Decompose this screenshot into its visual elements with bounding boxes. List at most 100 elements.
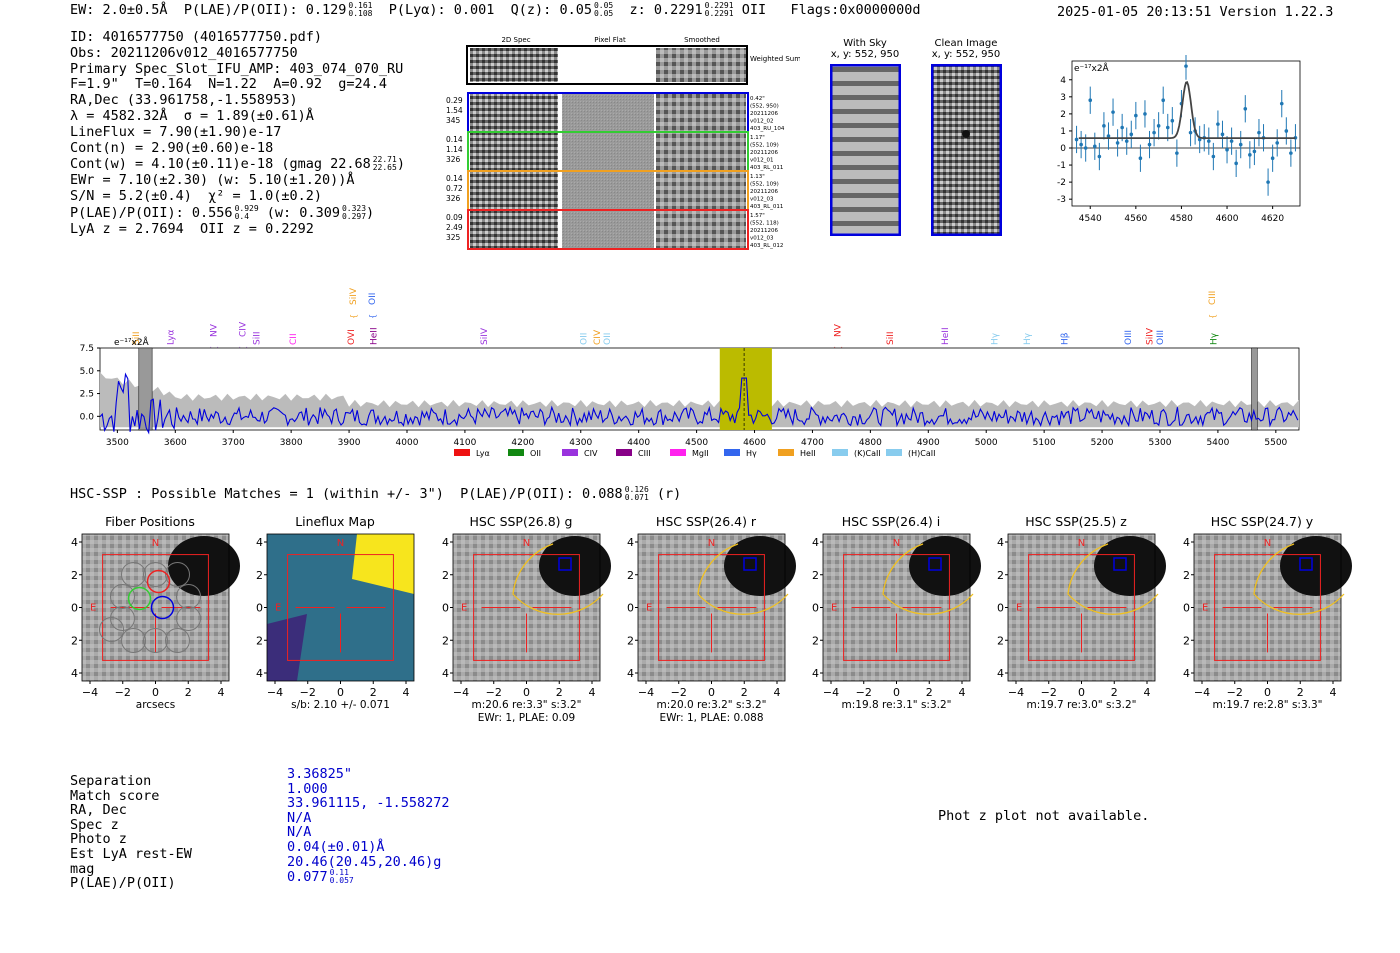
hsc-caption: m:19.8 re:3.1" s:3.2" (842, 699, 952, 711)
hsc-xtick-label: 2 (1111, 686, 1118, 699)
zoom-data-point (1138, 156, 1143, 161)
hsc-caption: m:20.6 re:3.3" s:3.2" (472, 699, 582, 711)
hsc-ytick-label: 2 (71, 569, 78, 582)
cutout-left-stat: 2.49 (446, 223, 463, 232)
cutout-pixel-flat (562, 133, 654, 170)
spectrum-xtick-label: 3900 (338, 438, 361, 448)
cutout-left-stat: 0.14 (446, 135, 463, 144)
legend-entry: (K)CaII (832, 449, 881, 458)
hsc-xtick-label: 2 (741, 686, 748, 699)
zoom-data-point (1088, 98, 1093, 103)
meta-lineflux: LineFlux = 7.90(±1.90)e-17 (70, 123, 282, 140)
aperture-box (102, 554, 209, 661)
spectrum-xtick-label: 4200 (511, 438, 534, 448)
hsc-xtick-label: −2 (856, 686, 872, 699)
hsc-ytick-label: 4 (71, 536, 78, 549)
cutout-left-stat: 0.09 (446, 213, 463, 222)
spectral-line-label: CIV{ (238, 321, 248, 351)
zoom-data-point (1111, 110, 1115, 114)
cutout-left-stat: 325 (446, 233, 461, 242)
hsc-xtick-label: −4 (823, 686, 839, 699)
fiber-circle (110, 606, 135, 631)
hsc-panel-plot: Lineflux Map N E 4 2 0 −2 −4 −4 −2 0 2 4 s/b: 2.10 +/… (247, 514, 415, 711)
fiber-circle (121, 628, 146, 653)
cutout-right-info: v012_01 (750, 158, 774, 164)
hsc-ytick-label: 2 (1183, 569, 1190, 582)
legend-swatch (616, 449, 632, 456)
hsc-caption: s/b: 2.10 +/- 0.071 (291, 699, 390, 711)
zoom-data-point (1147, 142, 1152, 147)
fit-ellipse (1067, 543, 1159, 615)
cutout-right-info: 403_RU_104 (750, 126, 785, 132)
cutout-right-info: 403_RL_012 (750, 243, 783, 249)
compass-north: N (523, 538, 530, 549)
legend-swatch (670, 449, 686, 456)
meta-fit: F=1.9" T=0.164 N=1.22 A=0.92 g=24.4 (70, 76, 387, 93)
hsc-panel-title: Fiber Positions (105, 514, 195, 529)
zoom-data-point (1170, 118, 1175, 123)
compass-east: E (461, 603, 467, 614)
spectrum-xtick-label: 5200 (1091, 438, 1114, 448)
hsc-xtick-label: −2 (115, 686, 131, 699)
line-label-text: NV (210, 323, 220, 337)
fiber-highlight (146, 569, 171, 594)
fiber-highlight (127, 586, 152, 611)
aperture-box (658, 554, 765, 661)
spectrum-xtick-label: 4700 (801, 438, 824, 448)
meta-ewr: EWr = 7.10(±2.30) (w: 5.10(±1.20))Å (70, 172, 355, 189)
fiber-circle (99, 617, 124, 642)
cutout-right-info: 20211206 (750, 228, 778, 234)
cutout-2d-spec (470, 133, 558, 170)
cutout-right-info: 1.17" (750, 135, 765, 141)
legend-swatch (562, 449, 578, 456)
compass-north: N (708, 538, 715, 549)
hsc-ytick-label: 2 (812, 569, 819, 582)
legend-label: Lyα (476, 449, 490, 458)
hsc-ytick-label: −2 (811, 634, 819, 647)
cutout-2d-spec (470, 211, 558, 248)
cutout-smoothed (656, 133, 746, 170)
cutout-grid: 2D Spec Pixel Flat Smoothed Weighted Sum… (446, 36, 800, 250)
legend-label: HeII (800, 449, 816, 458)
line-label-text: CIV (593, 329, 603, 345)
match-table-values: 3.36825" 1.000 33.961115, -1.558272 N/A … (287, 767, 450, 885)
zoom-data-point (1175, 151, 1179, 155)
hsc-xtick-label: −2 (671, 686, 687, 699)
fiber-circle (176, 584, 201, 609)
hsc-ytick-label: −2 (626, 634, 634, 647)
spectrum-xtick-label: 5100 (1033, 438, 1056, 448)
value-photoz: N/A (287, 824, 312, 841)
hsc-ytick-label: −2 (996, 634, 1004, 647)
zoom-data-point (1152, 130, 1156, 135)
zoom-xtick-label: 4560 (1124, 214, 1147, 224)
hsc-xtick-label: 4 (403, 686, 410, 699)
hsc-panel-5: HSC SSP(26.4) i N E 4 2 0 −2 −4 −4 −2 0 2 4 m:19.8 re… (803, 512, 981, 726)
lineflux-peak (352, 534, 414, 594)
cutout-2d-spec (470, 172, 558, 209)
spectrum-xtick-label: 4500 (685, 438, 708, 448)
meta-radec: RA,Dec (33.961758,-1.558953) (70, 92, 298, 109)
hsc-panel-title: HSC SSP(26.8) g (470, 514, 573, 529)
cutout-right-info: 0.42" (750, 96, 765, 102)
weighted-sum-row: Weighted Sum (466, 45, 800, 85)
zoom-ylabel: e⁻¹⁷x2Å (1074, 62, 1110, 74)
hsc-xtick-label: −2 (1227, 686, 1243, 699)
fiber-circle (165, 562, 190, 587)
spectrum-xtick-label: 4800 (859, 438, 882, 448)
hsc-caption: m:19.7 re:2.8" s:3.3" (1213, 699, 1323, 711)
hsc-xtick-label: −2 (300, 686, 316, 699)
line-label-text: HeII (941, 327, 951, 345)
spectrum-xtick-label: 3700 (222, 438, 245, 448)
zoom-fit-curve (1078, 80, 1296, 139)
hsc-ytick-label: 0 (997, 602, 1004, 615)
compass-north: N (152, 538, 159, 549)
cutout-left-stat: 326 (446, 194, 461, 203)
zoom-data-point (1275, 141, 1279, 145)
spectrum-ylabel: e⁻¹⁷x2Å (114, 336, 150, 348)
meta-primary: Primary Spec_Slot_IFU_AMP: 403_074_070_R… (70, 60, 404, 77)
cutout-right-info: 1.13" (750, 174, 765, 180)
spectrum-ytick-label: 5.0 (80, 367, 95, 377)
fit-ellipse (882, 543, 974, 615)
hsc-ytick-label: 0 (1183, 602, 1190, 615)
